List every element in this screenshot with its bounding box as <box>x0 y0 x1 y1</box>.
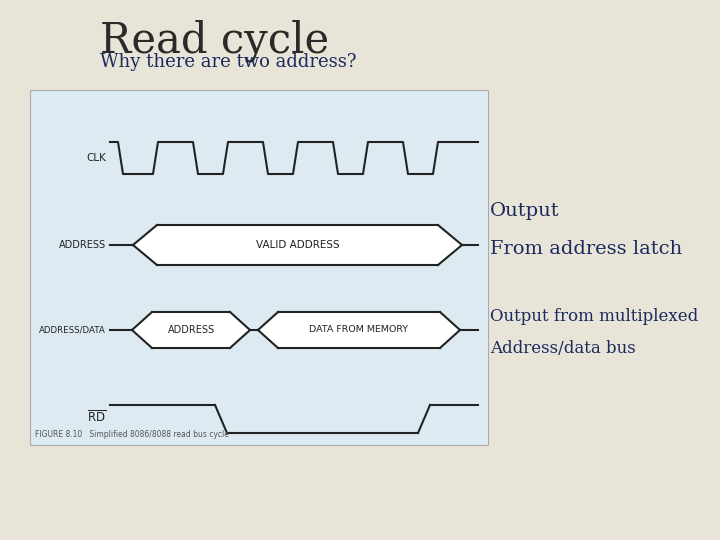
Text: DATA FROM MEMORY: DATA FROM MEMORY <box>310 326 408 334</box>
Text: Why there are two address?: Why there are two address? <box>100 53 356 71</box>
Polygon shape <box>133 225 462 265</box>
Text: ADDRESS: ADDRESS <box>59 240 106 250</box>
Text: Output from multiplexed: Output from multiplexed <box>490 308 698 325</box>
Polygon shape <box>258 312 460 348</box>
Text: ADDRESS: ADDRESS <box>168 325 215 335</box>
Text: VALID ADDRESS: VALID ADDRESS <box>256 240 339 250</box>
Bar <box>30 90 488 445</box>
Text: ADDRESS/DATA: ADDRESS/DATA <box>40 326 106 334</box>
Text: FIGURE 8.10   Simplified 8086/8088 read bus cycle: FIGURE 8.10 Simplified 8086/8088 read bu… <box>35 430 229 439</box>
Text: From address latch: From address latch <box>490 240 683 258</box>
Text: CLK: CLK <box>86 153 106 163</box>
Text: Read cycle: Read cycle <box>100 20 329 63</box>
Text: Output: Output <box>490 202 559 220</box>
Text: $\overline{\mathrm{RD}}$: $\overline{\mathrm{RD}}$ <box>87 409 106 425</box>
Text: Address/data bus: Address/data bus <box>490 340 636 357</box>
Polygon shape <box>132 312 250 348</box>
